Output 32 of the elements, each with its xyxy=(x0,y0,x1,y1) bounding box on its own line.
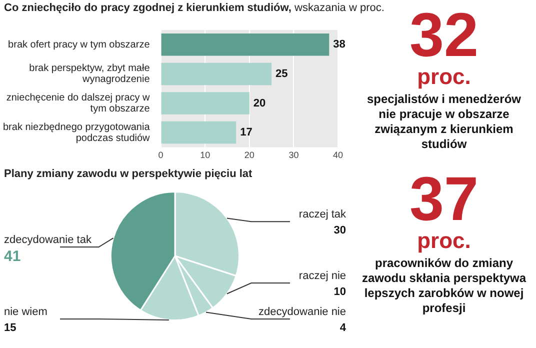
data-label: 30 xyxy=(334,224,346,237)
data-label: 38 xyxy=(333,38,346,51)
x-tick-label: 10 xyxy=(200,150,210,160)
y-tick-label: brak niezbędnego przygotowania podczas studiów xyxy=(2,122,151,144)
data-label: 25 xyxy=(276,68,288,80)
y-tick-label: brak ofert pracy w tym obszarze xyxy=(8,39,150,50)
chart-subtitle: wskazania w proc. xyxy=(294,2,384,14)
y-tick-label: zniechęcenie do dalszej pracy w tym obszarze xyxy=(6,92,151,114)
slice-label: zdecydowanie tak xyxy=(4,234,92,246)
data-label: 17 xyxy=(240,126,252,139)
slice-label: nie wiem xyxy=(4,306,48,318)
data-label: 20 xyxy=(253,97,266,110)
chart-title: Plany zmiany zawodu w perspektywie pięciu lat xyxy=(4,168,252,180)
x-tick-label: 40 xyxy=(332,150,344,160)
bar xyxy=(161,34,330,56)
data-label: 10 xyxy=(334,286,346,298)
slice-label: raczej tak xyxy=(298,208,346,221)
bar xyxy=(161,92,250,114)
data-label: 15 xyxy=(4,322,16,334)
bar xyxy=(161,62,272,86)
slice-label: zdecydowanie nie xyxy=(258,306,346,318)
bar xyxy=(161,121,236,144)
data-label: 4 xyxy=(340,322,347,334)
text: specjalistów i menedżerów nie pracuje w obszarze związanym z kierunkiem studiów xyxy=(366,92,522,152)
x-tick-label: 20 xyxy=(244,150,254,160)
chart-title: Co zniechęciło do pracy zgodnej z kierunkiem studiów, xyxy=(4,2,292,14)
slice-label: raczej nie xyxy=(298,270,346,282)
x-tick-label: 0 xyxy=(158,150,164,160)
x-tick-label: 30 xyxy=(288,150,299,160)
text: pracowników do zmiany zawodu skłania perspektywa lepszych zarobków w nowej profesji xyxy=(360,256,528,316)
y-tick-label: brak perspektyw, zbyt małe wynagrodzenie xyxy=(29,63,150,86)
data-label: 41 xyxy=(4,248,21,266)
